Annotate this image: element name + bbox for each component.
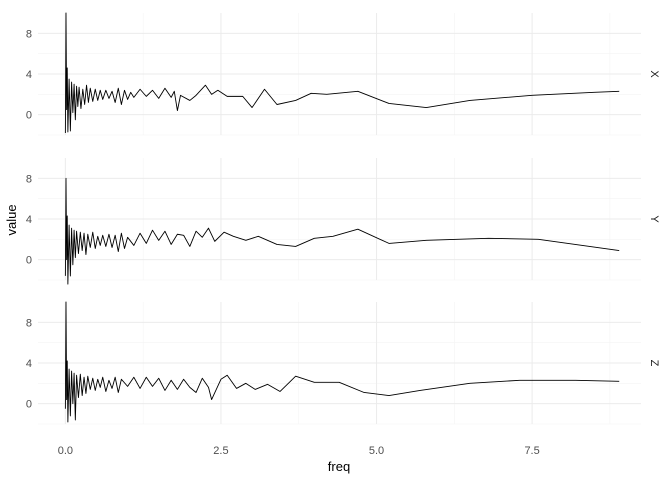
facet-panel-z: 0 4 8 Z <box>26 301 660 425</box>
y-tick-label: 8 <box>26 317 32 329</box>
x-axis-title: freq <box>328 459 350 474</box>
y-tick-label: 4 <box>26 214 32 226</box>
x-tick-label: 2.5 <box>213 445 228 457</box>
y-tick-label: 0 <box>26 399 32 411</box>
x-tick-label: 7.5 <box>524 445 539 457</box>
facet-strip-label: Z <box>648 360 660 367</box>
x-tick-label: 0.0 <box>58 445 73 457</box>
y-tick-label: 8 <box>26 28 32 40</box>
x-tick-label: 5.0 <box>369 445 384 457</box>
series-line-y <box>64 177 620 285</box>
y-tick-label: 0 <box>26 110 32 122</box>
facet-panels: 0 4 8 X 0 4 8 Y 0 4 8 Z <box>26 12 660 425</box>
facet-strip-label: X <box>648 70 660 78</box>
series-line-z <box>64 301 620 423</box>
y-axis-title: value <box>4 204 19 235</box>
facet-panel-y: 0 4 8 Y <box>26 158 660 285</box>
facet-strip-label: Y <box>648 215 660 223</box>
y-tick-label: 0 <box>26 255 32 267</box>
y-tick-label: 4 <box>26 358 32 370</box>
facet-panel-x: 0 4 8 X <box>26 12 660 136</box>
y-tick-label: 8 <box>26 173 32 185</box>
series-line-x <box>64 12 620 133</box>
x-axis: 0.0 2.5 5.0 7.5 <box>58 445 540 457</box>
y-tick-label: 4 <box>26 69 32 81</box>
